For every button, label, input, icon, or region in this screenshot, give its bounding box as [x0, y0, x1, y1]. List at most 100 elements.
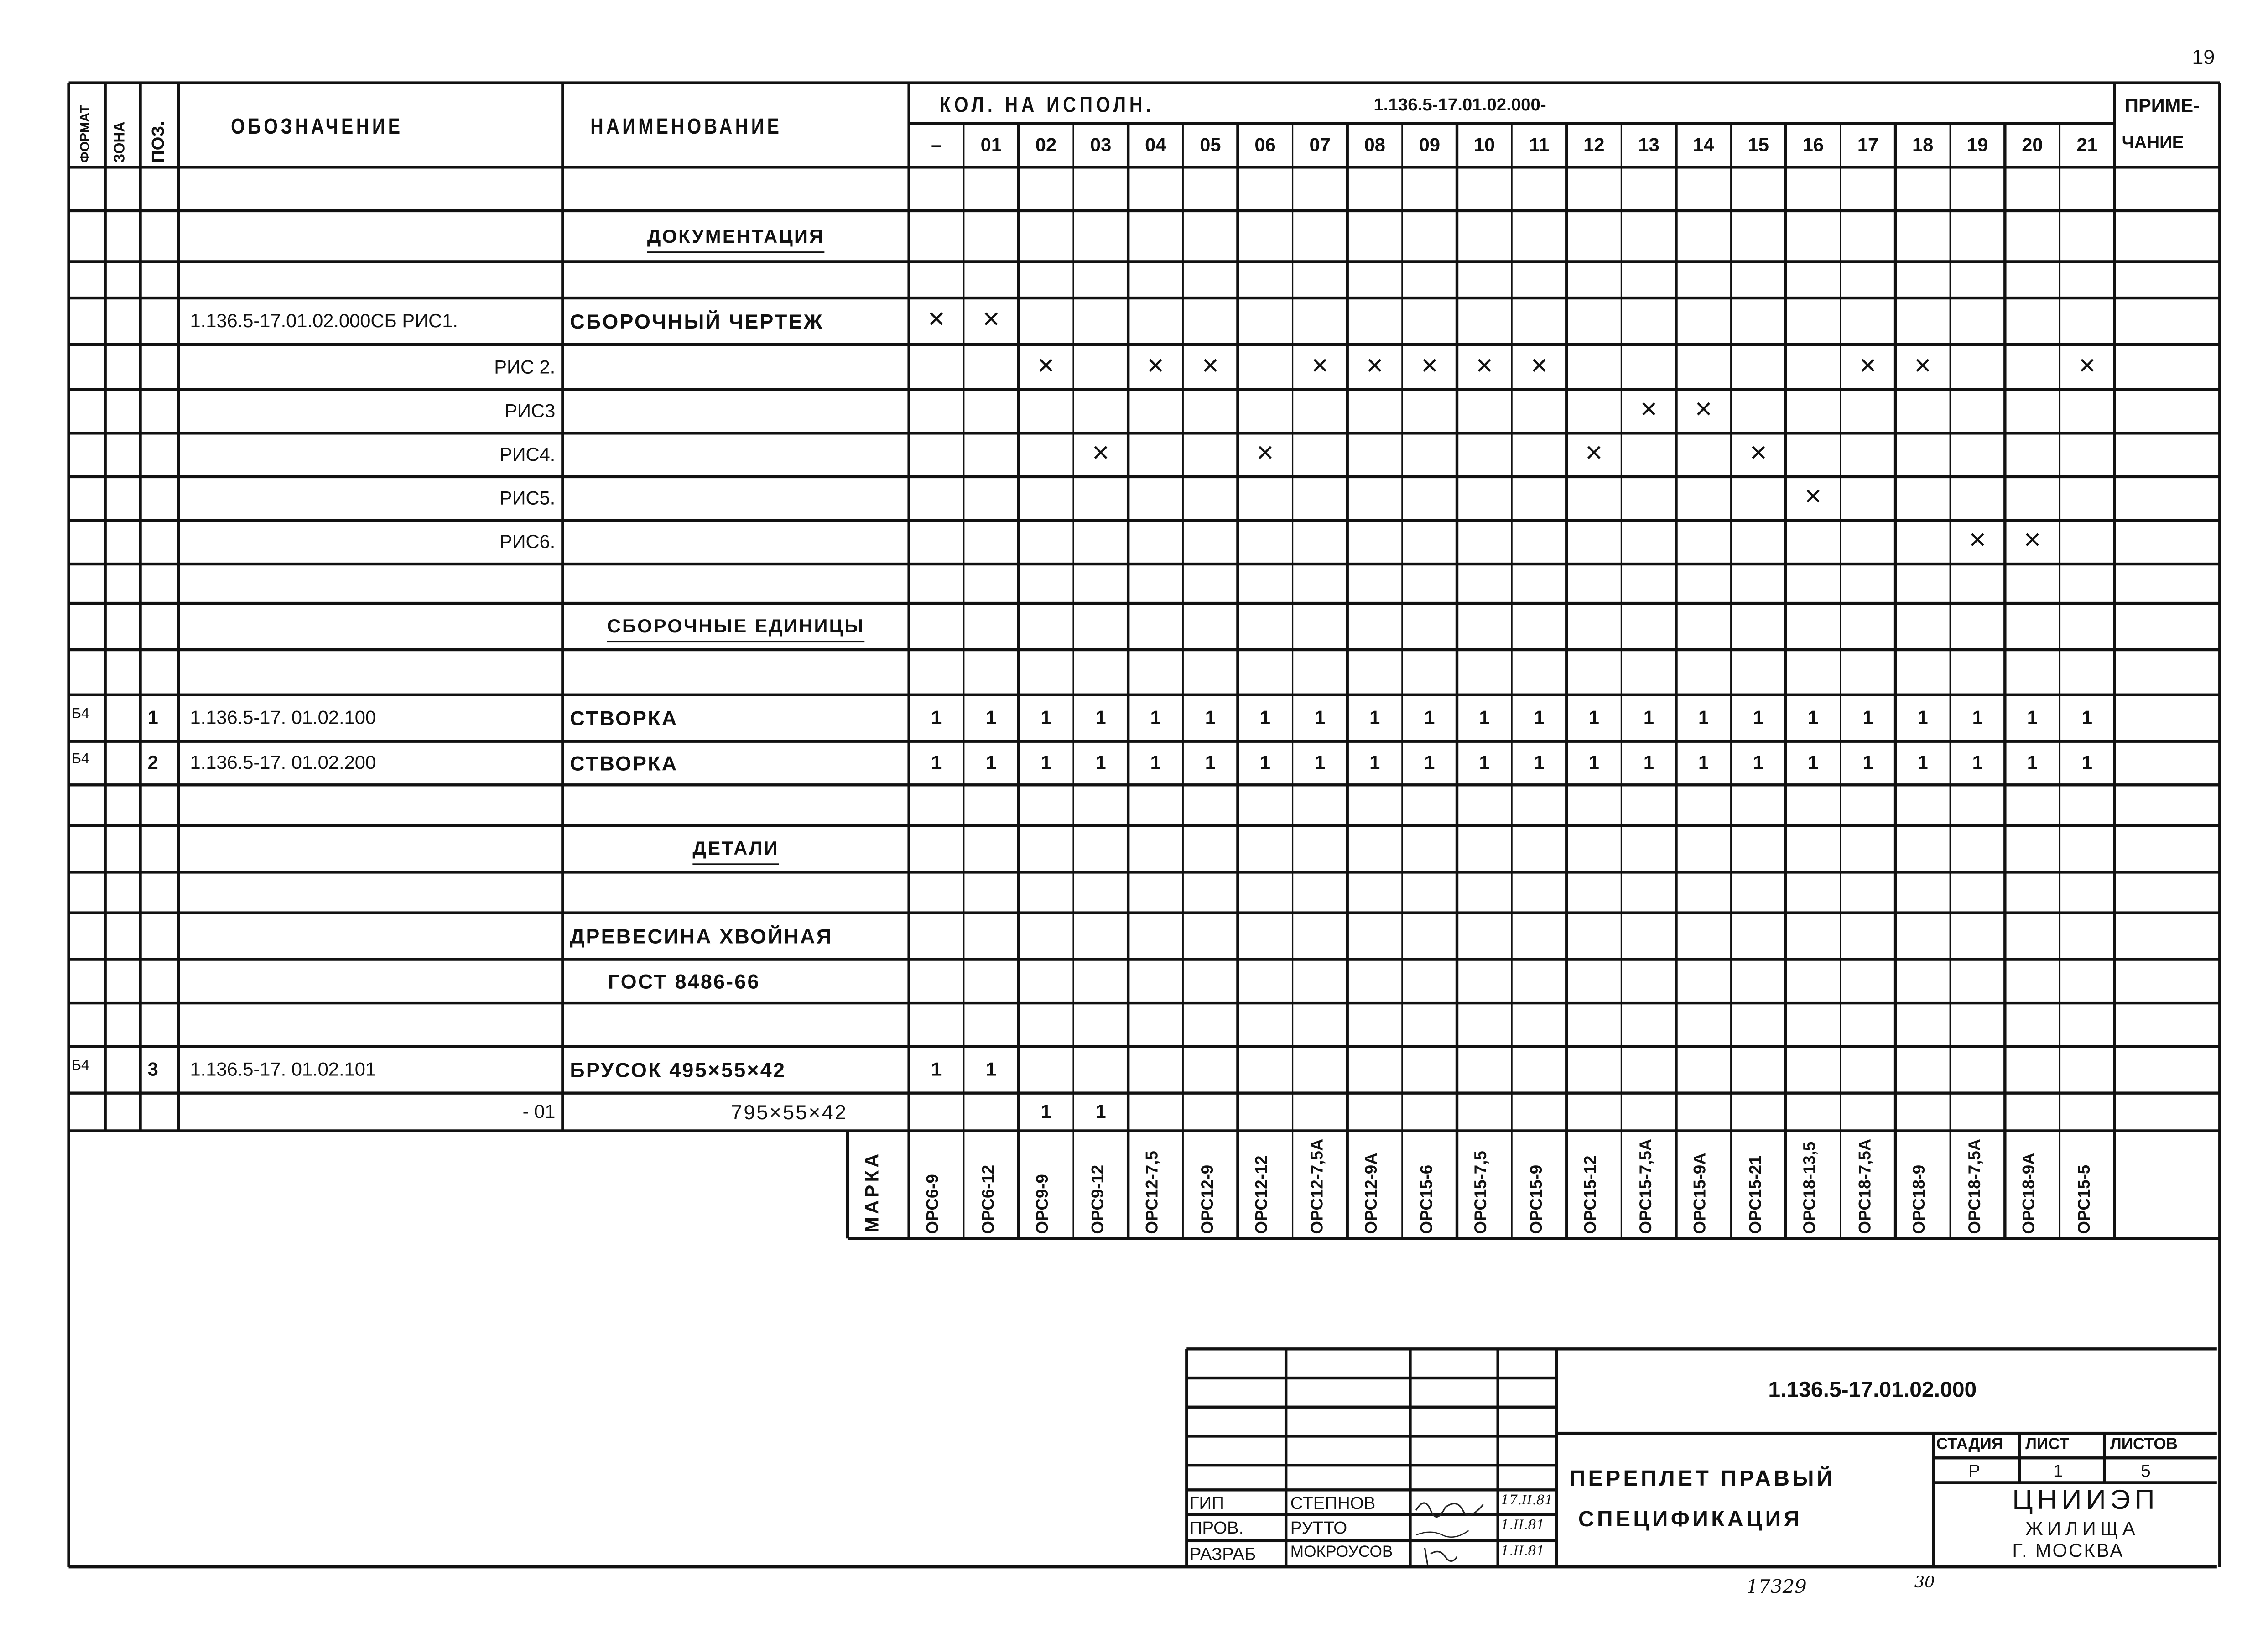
quantity-value: 1	[1698, 706, 1709, 729]
quantity-value: 1	[1259, 706, 1271, 729]
variant-header-05: 05	[1200, 134, 1221, 156]
quantity-value: 1	[1040, 1100, 1051, 1122]
quantity-value: 1	[1040, 751, 1051, 773]
stage-label: СТАДИЯ	[1936, 1436, 2003, 1454]
sig-date-2: 1.II.81	[1501, 1519, 1545, 1534]
variant-cross-mark: ×	[1476, 350, 1493, 382]
grid-line	[68, 260, 2220, 263]
grid-line	[1291, 123, 1294, 1239]
row-format: Б4	[71, 1058, 89, 1075]
quantity-value: 1	[1315, 706, 1326, 729]
grid-line	[68, 602, 2220, 605]
grid-line	[68, 209, 2220, 212]
grid-line	[68, 824, 2220, 827]
mark-label: ОРС9-12	[1089, 1164, 1107, 1234]
row-position: 2	[147, 751, 158, 773]
quantity-value: 1	[1808, 751, 1819, 773]
grid-line	[1018, 123, 1020, 1239]
sheet-value: 1	[2053, 1461, 2063, 1482]
mark-label: ОРС6-12	[980, 1164, 998, 1234]
variant-header-13: 13	[1638, 134, 1659, 156]
variant-header-06: 06	[1254, 134, 1276, 156]
variant-header-01: 01	[980, 134, 1002, 156]
section-heading: ДЕТАЛИ	[692, 837, 779, 859]
variant-header-03: 03	[1090, 134, 1112, 156]
variant-header-12: 12	[1583, 134, 1605, 156]
quantity-value: 1	[2027, 706, 2038, 729]
row-name: ГОСТ 8486-66	[608, 969, 760, 993]
variant-cross-mark: ×	[1366, 350, 1384, 382]
quantity-value: 1	[1369, 751, 1380, 773]
grid-line	[68, 475, 2220, 478]
variant-header-base: –	[931, 134, 942, 156]
quantity-value: 1	[1972, 706, 1983, 729]
row-designation: 1.136.5-17. 01.02.101	[190, 1058, 376, 1080]
header-note-line2: ЧАНИЕ	[2122, 132, 2184, 153]
header-qty-title: КОЛ. НА ИСПОЛН.	[939, 93, 1155, 118]
grid-line	[139, 83, 141, 1131]
quantity-value: 1	[2027, 751, 2038, 773]
mark-label: ОРС15-21	[1747, 1155, 1765, 1234]
handwritten-note: 30	[1914, 1572, 1935, 1592]
mark-label: ОРС18-9А	[2021, 1153, 2039, 1234]
quantity-value: 1	[1095, 706, 1106, 729]
grid-line	[1186, 1347, 2217, 1350]
quantity-value: 1	[1205, 751, 1216, 773]
quantity-value: 1	[1095, 751, 1106, 773]
quantity-value: 1	[2081, 751, 2093, 773]
grid-line	[68, 871, 2220, 873]
grid-line	[68, 166, 2220, 169]
quantity-value: 1	[931, 751, 942, 773]
mark-label: ОРС15-7,5	[1473, 1151, 1491, 1234]
sheet-label: ЛИСТ	[2025, 1436, 2070, 1454]
variant-header-17: 17	[1857, 134, 1879, 156]
grid-line	[1401, 123, 1403, 1239]
variant-cross-mark: ×	[983, 303, 1000, 336]
row-position: 3	[147, 1058, 158, 1080]
grid-line	[1932, 1433, 1935, 1567]
quantity-value: 1	[1095, 1100, 1106, 1122]
quantity-value: 1	[1588, 706, 1599, 729]
quantity-value: 1	[1424, 706, 1435, 729]
mark-label: ОРС12-9	[1199, 1164, 1217, 1234]
mark-label: ОРС12-12	[1254, 1155, 1272, 1234]
grid-line	[1784, 123, 1787, 1239]
variant-header-09: 09	[1419, 134, 1441, 156]
quantity-value: 1	[1205, 706, 1216, 729]
grid-line	[1182, 123, 1184, 1239]
grid-line	[1556, 1432, 2217, 1435]
quantity-value: 1	[1479, 751, 1490, 773]
row-designation: 1.136.5-17. 01.02.100	[190, 706, 376, 729]
quantity-value: 1	[986, 706, 997, 729]
grid-line	[1675, 123, 1677, 1239]
mark-label: ОРС18-9	[1911, 1164, 1929, 1234]
sig-role-1: ГИП	[1189, 1492, 1224, 1513]
quantity-value: 1	[1040, 706, 1051, 729]
variant-cross-mark: ×	[1969, 525, 1986, 557]
variant-header-19: 19	[1967, 134, 1988, 156]
row-format: Б4	[71, 706, 89, 723]
quantity-value: 1	[1972, 751, 1983, 773]
grid-line	[1285, 1349, 1287, 1567]
grid-line	[68, 81, 2220, 84]
variant-cross-mark: ×	[2024, 525, 2041, 557]
mark-label: ОРС18-7,5А	[1857, 1138, 1874, 1234]
variant-header-11: 11	[1529, 134, 1550, 156]
org-line3: Г. МОСКВА	[2012, 1539, 2124, 1561]
variant-header-02: 02	[1035, 134, 1057, 156]
section-heading: СБОРОЧНЫЕ ЕДИНИЦЫ	[607, 615, 865, 637]
grid-line	[1186, 1377, 1556, 1379]
grid-line	[1456, 123, 1458, 1239]
mark-label: ОРС15-9	[1528, 1164, 1545, 1234]
variant-cross-mark: ×	[1147, 350, 1164, 382]
variant-cross-mark: ×	[1750, 437, 1767, 470]
grid-line	[67, 83, 70, 1567]
quantity-value: 1	[1753, 706, 1764, 729]
org-line1: ЦНИИЭП	[2012, 1485, 2159, 1516]
quantity-value: 1	[2081, 706, 2093, 729]
row-name: СТВОРКА	[570, 706, 678, 730]
grid-line	[68, 1129, 2220, 1132]
title-line2: СПЕЦИФИКАЦИЯ	[1578, 1507, 1803, 1532]
quantity-value: 1	[1862, 751, 1873, 773]
grid-line	[1566, 123, 1567, 1239]
